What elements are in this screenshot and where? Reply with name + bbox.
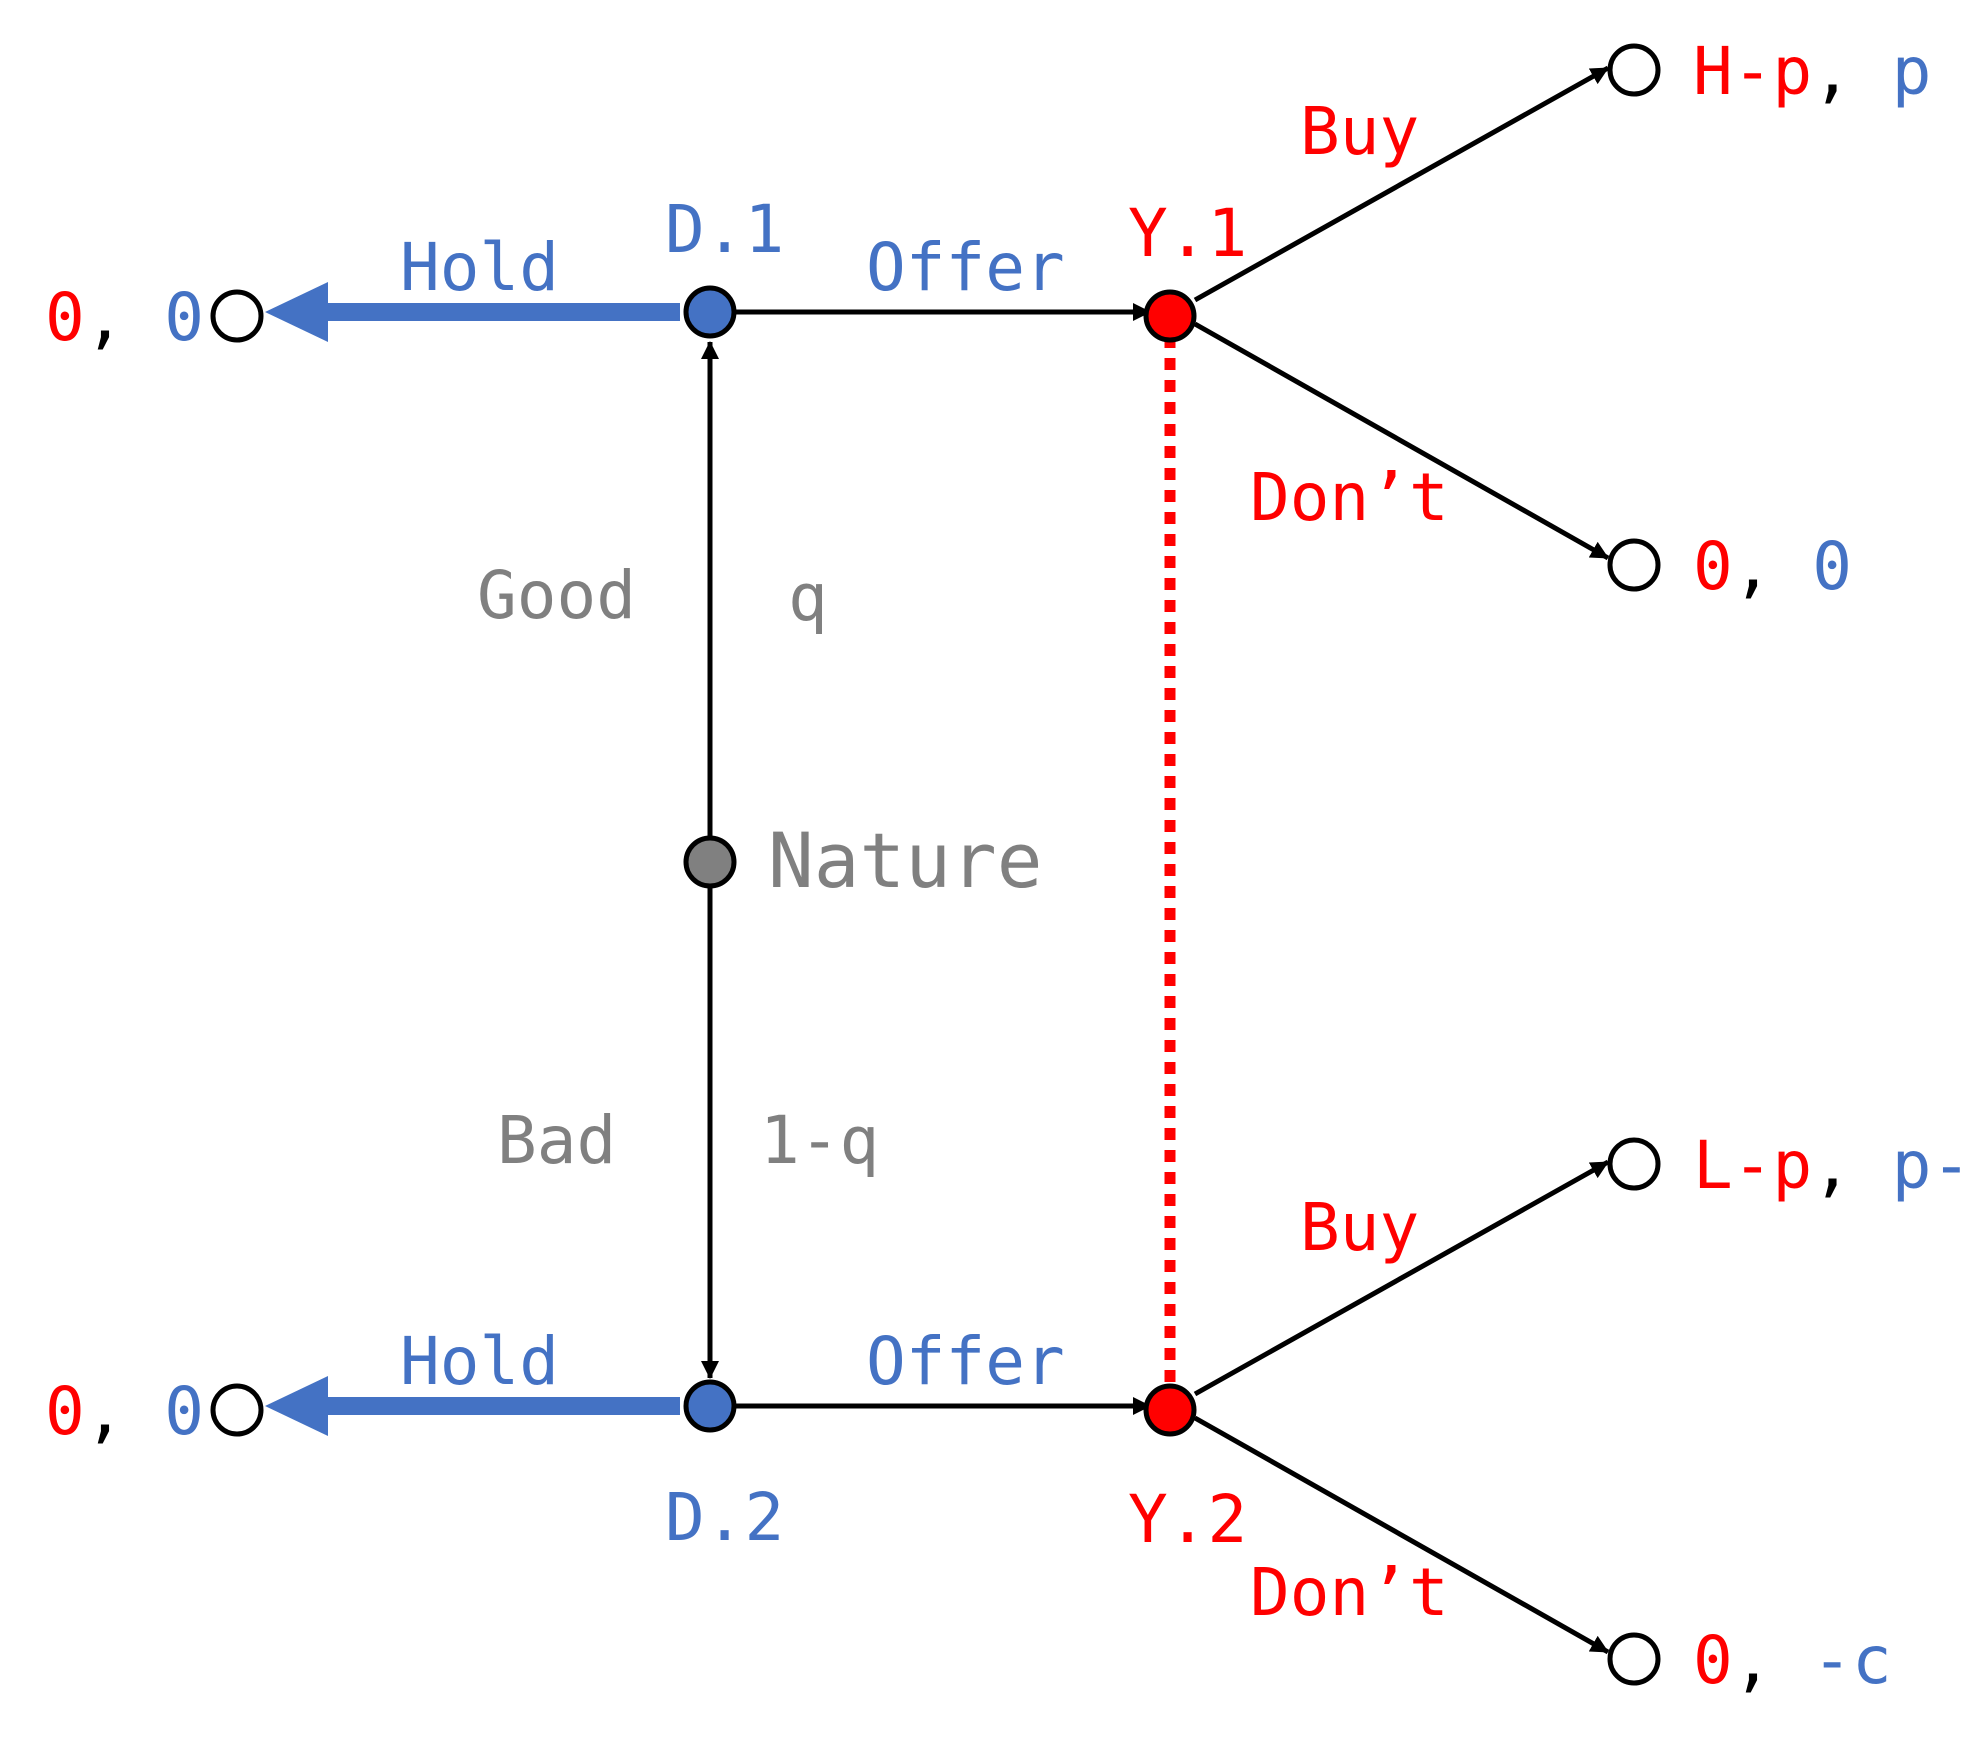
action-label-hold-top: Hold xyxy=(400,229,559,306)
action-label-offer-bottom: Offer xyxy=(866,1323,1065,1400)
action-label-offer-top: Offer xyxy=(866,229,1065,306)
payoff-dealer: p xyxy=(1892,33,1932,110)
payoff-you: 0 xyxy=(1693,1622,1733,1699)
payoff-separator: , xyxy=(85,279,164,356)
decision-node-y1 xyxy=(1143,289,1197,343)
decision-node-y2 xyxy=(1143,1383,1197,1437)
node-label-y1: Y.1 xyxy=(1128,195,1247,272)
action-label-dont-bottom: Don’t xyxy=(1250,1554,1449,1631)
terminal-node-buy-top xyxy=(1607,43,1661,97)
action-label-hold-bottom: Hold xyxy=(400,1323,559,1400)
payoff-you: 0 xyxy=(1693,528,1733,605)
action-label-buy-top: Buy xyxy=(1300,93,1419,170)
payoff-dealer: 0 xyxy=(164,1373,204,1450)
payoff-dont-top: 0, 0 xyxy=(1693,528,1852,605)
payoff-separator: , xyxy=(1733,528,1812,605)
dont-edge-bottom xyxy=(1193,1415,1610,1655)
action-label-bad: Bad xyxy=(497,1102,616,1179)
terminal-node-dont-top xyxy=(1607,538,1661,592)
buy-edge-bottom xyxy=(1193,1159,1610,1397)
dont-edge-top xyxy=(1193,321,1610,561)
buy-edge-top xyxy=(1193,65,1610,303)
decision-node-d1 xyxy=(683,285,737,339)
payoff-hold-bottom: 0, 0 xyxy=(45,1373,204,1450)
payoff-dealer: -c xyxy=(1812,1622,1891,1699)
node-label-y2: Y.2 xyxy=(1128,1481,1247,1558)
terminal-node-hold-top xyxy=(210,289,264,343)
action-label-good: Good xyxy=(477,557,636,634)
payoff-buy-top: H-p, p xyxy=(1693,33,1931,110)
probability-label-bad: 1-q xyxy=(760,1102,879,1179)
payoff-separator: , xyxy=(1812,33,1891,110)
nature-node xyxy=(683,835,737,889)
payoff-you: H-p xyxy=(1693,33,1812,110)
action-label-dont-top: Don’t xyxy=(1250,459,1449,536)
node-label-nature: Nature xyxy=(768,816,1043,905)
probability-label-good: q xyxy=(788,559,828,636)
payoff-you: L-p xyxy=(1693,1127,1812,1204)
payoff-separator: , xyxy=(1812,1127,1891,1204)
decision-node-d2 xyxy=(683,1379,737,1433)
node-label-d2: D.2 xyxy=(665,1479,784,1556)
payoff-hold-top: 0, 0 xyxy=(45,279,204,356)
payoff-you: 0 xyxy=(45,1373,85,1450)
terminal-node-dont-bottom xyxy=(1607,1632,1661,1686)
payoff-dealer: 0 xyxy=(164,279,204,356)
payoff-separator: , xyxy=(1733,1622,1812,1699)
payoff-dont-bottom: 0, -c xyxy=(1693,1622,1892,1699)
node-label-d1: D.1 xyxy=(665,191,784,268)
payoff-buy-bottom: L-p, p-c xyxy=(1693,1127,1961,1204)
hold-arrow-top xyxy=(265,282,680,342)
payoff-dealer: p-c xyxy=(1892,1127,1961,1204)
terminal-node-buy-bottom xyxy=(1607,1137,1661,1191)
terminal-node-hold-bottom xyxy=(210,1383,264,1437)
payoff-you: 0 xyxy=(45,279,85,356)
payoff-dealer: 0 xyxy=(1812,528,1852,605)
action-label-buy-bottom: Buy xyxy=(1300,1189,1419,1266)
hold-arrow-bottom xyxy=(265,1376,680,1436)
payoff-separator: , xyxy=(85,1373,164,1450)
